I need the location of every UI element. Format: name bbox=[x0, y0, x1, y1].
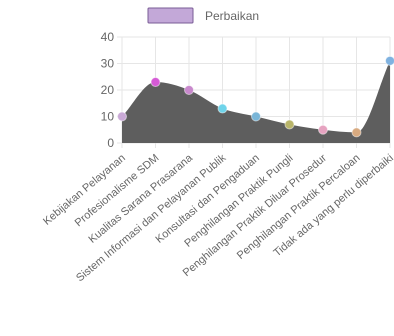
points-layer bbox=[117, 55, 394, 138]
legend[interactable]: Perbaikan bbox=[147, 7, 259, 24]
data-point[interactable] bbox=[251, 111, 261, 122]
legend-swatch[interactable] bbox=[147, 7, 194, 24]
data-point[interactable] bbox=[351, 127, 362, 138]
area-series-perbaikan bbox=[122, 60, 390, 143]
data-point[interactable] bbox=[284, 119, 295, 130]
y-tick-label: 40 bbox=[101, 30, 115, 44]
y-tick-label: 0 bbox=[107, 136, 114, 150]
y-tick-label: 10 bbox=[101, 110, 115, 124]
y-axis: 0 10 20 30 40 bbox=[101, 30, 115, 150]
y-tick-label: 30 bbox=[101, 57, 115, 71]
x-tick-label: Penghilangan Praktik Percaloan bbox=[235, 152, 363, 262]
data-point[interactable] bbox=[117, 111, 127, 122]
data-point[interactable] bbox=[318, 124, 328, 135]
legend-label[interactable]: Perbaikan bbox=[205, 9, 259, 23]
data-point[interactable] bbox=[385, 55, 394, 66]
data-point[interactable] bbox=[217, 103, 228, 114]
data-point[interactable] bbox=[150, 77, 161, 88]
y-tick-label: 20 bbox=[101, 83, 115, 97]
data-point[interactable] bbox=[184, 85, 194, 95]
area-layer bbox=[122, 60, 390, 143]
